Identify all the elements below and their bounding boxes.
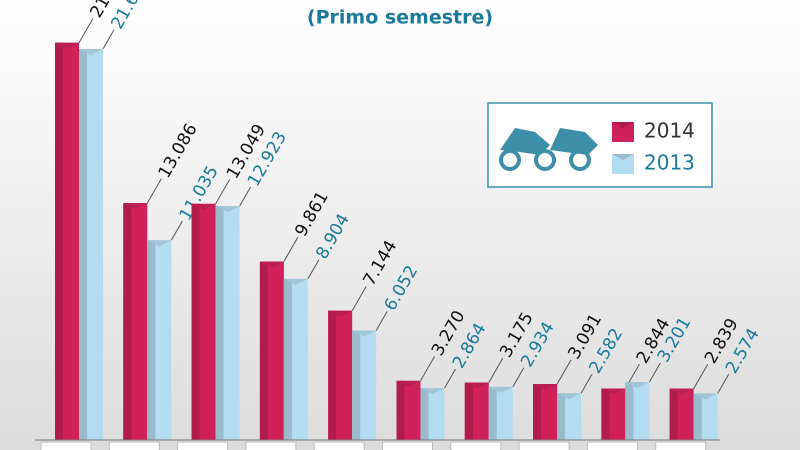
- bar-side: [693, 393, 702, 440]
- label-leader: [556, 359, 572, 385]
- category-logo: [655, 441, 707, 450]
- bar-side: [488, 386, 497, 440]
- label-leader: [146, 178, 162, 204]
- bar-top: [464, 382, 489, 389]
- bar-top: [533, 384, 558, 391]
- category-logo: [40, 441, 92, 450]
- bar-side: [215, 206, 224, 440]
- bar-top: [79, 48, 103, 55]
- bar-top: [557, 393, 582, 400]
- bar-top: [328, 310, 353, 317]
- bar-top: [396, 380, 421, 387]
- bar-side: [625, 382, 634, 440]
- label-leader: [693, 364, 709, 389]
- category-logo: [382, 441, 433, 450]
- label-leader: [580, 373, 593, 394]
- bar-side: [601, 388, 610, 440]
- bar-side: [557, 393, 566, 440]
- legend-icon: [499, 128, 598, 171]
- label-leader: [648, 362, 661, 383]
- bar-side: [191, 203, 200, 440]
- bar-side: [328, 310, 337, 440]
- label-leader: [717, 374, 730, 394]
- legend-label: 2014: [644, 119, 695, 143]
- legend-swatch: [612, 122, 634, 142]
- label-leader: [239, 186, 252, 207]
- label-leader: [488, 357, 504, 383]
- bar-top: [669, 388, 694, 395]
- category-logo: [177, 441, 229, 450]
- legend-swatch-top: [612, 122, 634, 128]
- bar-top: [352, 330, 377, 337]
- bar-side: [669, 388, 678, 440]
- bar-side: [420, 388, 429, 440]
- bar-side: [283, 278, 292, 440]
- bar-side: [352, 330, 361, 440]
- label-leader: [375, 311, 388, 331]
- bar-top: [488, 386, 513, 393]
- bar-top: [283, 278, 308, 285]
- bar-top: [191, 203, 216, 210]
- bar-top: [147, 240, 172, 247]
- label-leader: [307, 259, 320, 280]
- bar-side: [55, 42, 63, 441]
- bar-top: [625, 382, 650, 389]
- label-leader: [512, 367, 525, 388]
- bar-top: [420, 388, 445, 395]
- category-logo: [518, 441, 570, 450]
- bar-side: [123, 203, 132, 440]
- label-leader: [420, 356, 435, 382]
- chart-subtitle: (Primo semestre): [307, 7, 493, 29]
- bar-side: [147, 240, 156, 440]
- label-leader: [444, 368, 456, 389]
- legend-swatch: [612, 154, 634, 174]
- category-logo: [313, 441, 365, 450]
- label-leader: [351, 286, 367, 311]
- bar-side: [79, 48, 87, 441]
- legend-swatch-top: [612, 154, 634, 160]
- bar-top: [123, 203, 148, 210]
- bar-top: [215, 206, 240, 213]
- category-logo: [450, 441, 502, 450]
- bar-top: [693, 393, 718, 400]
- legend-label: 2013: [644, 151, 695, 175]
- label-leader: [102, 29, 115, 50]
- label-leader: [215, 179, 231, 205]
- bar-side: [533, 384, 542, 440]
- bar-side: [464, 382, 473, 440]
- category-logo: [108, 441, 160, 450]
- bar-top: [55, 42, 79, 49]
- category-logo: [586, 441, 638, 450]
- bar-top: [259, 261, 284, 268]
- bar-side: [259, 261, 268, 440]
- label-leader: [170, 220, 183, 241]
- category-logo: [245, 441, 297, 450]
- bar-side: [396, 380, 405, 440]
- label-leader: [78, 18, 94, 43]
- bar-top: [601, 388, 626, 395]
- label-leader: [283, 236, 299, 262]
- legend: 2014 2013: [487, 102, 713, 188]
